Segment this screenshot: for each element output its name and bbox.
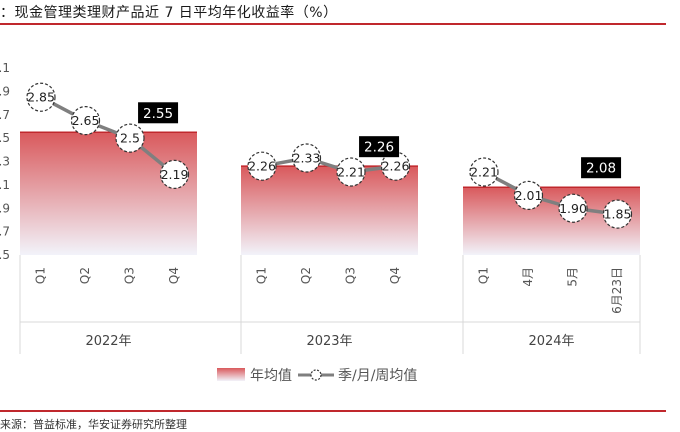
annual-value-label: 2.55 (143, 106, 173, 122)
legend-bar-swatch (217, 368, 245, 381)
y-tick-label: 2.1 (0, 178, 10, 192)
y-tick-label: 1.5 (0, 248, 10, 262)
period-value-label: 2.85 (27, 90, 55, 105)
period-line (261, 156, 396, 174)
period-marker (602, 199, 633, 229)
x-tick-label: Q2 (78, 267, 92, 284)
period-value-label: 2.26 (248, 159, 276, 174)
annual-value-box (581, 157, 622, 179)
category-grid (19, 255, 641, 354)
period-marker (558, 193, 588, 223)
period-value-label: 2.21 (470, 165, 498, 180)
group-label: 2023年 (306, 334, 352, 349)
period-value-label: 2.5 (120, 131, 140, 146)
annual-labels: 2.55 2.26 2.08 (138, 102, 622, 179)
period-value-label: 2.21 (337, 165, 365, 180)
period-line (40, 95, 176, 176)
x-tick-label: 6月23日 (610, 267, 624, 314)
period-line (483, 170, 618, 216)
annual-value-box (138, 102, 179, 124)
period-value-label: 2.33 (293, 150, 321, 165)
period-marker (513, 180, 544, 210)
x-tick-label: Q1 (34, 267, 48, 284)
y-tick-label: 3.1 (0, 61, 10, 75)
y-tick-label: 2.7 (0, 108, 10, 122)
annual-bars (20, 131, 640, 255)
group-label: 2024年 (528, 334, 574, 349)
period-marker (159, 159, 190, 189)
x-tick-label: Q4 (388, 267, 402, 284)
legend-bar-label: 年均值 (250, 368, 292, 384)
x-tick-label: Q3 (123, 267, 137, 284)
period-marker (469, 157, 499, 187)
y-axis: 1.5 1.7 1.9 2.1 2.3 2.5 2.7 2.9 3.1 (0, 61, 10, 262)
x-tick-label: Q1 (477, 267, 491, 284)
period-value-label: 2.01 (515, 188, 543, 203)
period-value-label: 2.26 (382, 159, 410, 174)
period-marker (336, 157, 366, 187)
x-tick-label: Q3 (344, 267, 358, 284)
period-value-label: 1.85 (604, 207, 632, 222)
top-rule (0, 23, 666, 25)
y-tick-label: 2.9 (0, 84, 10, 98)
x-tick-label: 4月 (521, 267, 535, 287)
legend-line-label: 季/月/周均值 (338, 368, 417, 384)
x-axis-labels: Q1 Q2 Q3 Q4 2022年 Q1 Q2 Q3 Q4 2023年 Q1 4月 5月 6月23日 202… (34, 267, 625, 349)
x-tick-label: Q1 (255, 267, 269, 284)
period-marker (26, 82, 56, 112)
x-tick-label: 5月 (566, 267, 580, 287)
y-tick-label: 2.3 (0, 155, 10, 169)
group-label: 2022年 (85, 334, 131, 349)
period-value-label: 2.65 (72, 113, 100, 128)
source-note: 来源：普益标准，华安证券研究所整理 (0, 418, 187, 431)
chart-title: ：现金管理类理财产品近 7 日平均年化收益率（%） (0, 5, 338, 21)
legend-line-marker (310, 369, 322, 381)
y-tick-label: 1.9 (0, 201, 10, 215)
y-tick-label: 2.5 (0, 131, 10, 145)
period-lines (40, 95, 618, 216)
legend: 年均值 季/月/周均值 (217, 368, 417, 384)
annual-bar (241, 166, 418, 255)
period-value-label: 1.90 (559, 201, 587, 216)
x-tick-label: Q2 (299, 267, 313, 284)
period-value-label: 2.19 (161, 167, 189, 182)
chart: 1.51.71.92.12.32.52.72.93.1 2.852.652.52… (0, 61, 641, 384)
annual-value-label: 2.26 (364, 140, 394, 156)
period-marker (70, 105, 101, 136)
period-marker (291, 143, 322, 173)
x-tick-label: Q4 (167, 267, 181, 284)
bottom-rule (0, 410, 666, 412)
annual-value-label: 2.08 (586, 161, 616, 177)
period-markers: 2.85 2.65 2.5 2.19 2.26 2.33 2.21 2.26 2.21 2.01 1… (26, 82, 633, 229)
annual-value-box (359, 136, 400, 158)
y-tick-label: 1.7 (0, 225, 10, 239)
annual-bar (20, 132, 197, 255)
period-marker (247, 151, 277, 181)
period-marker (115, 123, 145, 153)
